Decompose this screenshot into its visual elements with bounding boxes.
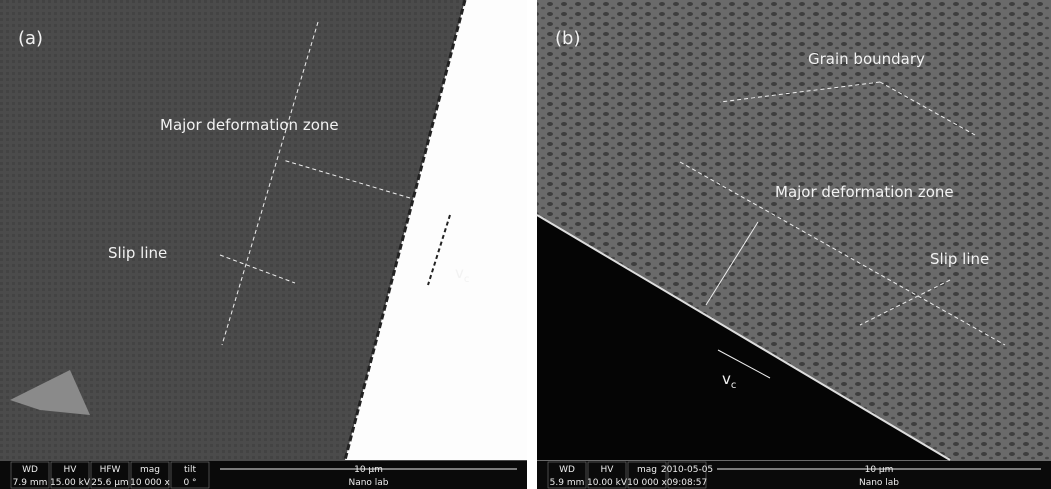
panel-label: (a) [18, 28, 43, 49]
velocity-subscript: c [464, 274, 470, 285]
panel-a [0, 0, 527, 489]
panel-label: (b) [555, 28, 580, 49]
info-value: 0 ° [183, 478, 196, 488]
scale-label: 10 µm [354, 465, 383, 475]
info-header: mag [637, 465, 657, 475]
info-header: HV [64, 465, 78, 475]
info-value: 09:08:57 [667, 478, 707, 488]
info-value: 10 000 x [130, 478, 170, 488]
velocity-subscript: c [731, 380, 737, 391]
scale-label: 10 µm [865, 465, 894, 475]
info-header: WD [22, 465, 38, 475]
velocity-symbol: v [722, 370, 731, 388]
velocity-symbol: v [455, 264, 464, 282]
info-header: WD [559, 465, 575, 475]
info-value: 10 000 x [627, 478, 667, 488]
info-header: HFW [100, 465, 121, 475]
info-value: 15.00 kV [50, 478, 91, 488]
info-value: 25.6 µm [91, 478, 128, 488]
lab-label: Nano lab [859, 478, 899, 488]
annotation: Grain boundary [808, 50, 925, 68]
info-header: 2010-05-05 [661, 465, 713, 475]
annotation: Major deformation zone [160, 116, 339, 134]
figure: (a)Major deformation zoneSlip linevcWD7.… [0, 0, 1051, 489]
info-value: 7.9 mm [13, 478, 48, 488]
annotation: Slip line [930, 250, 989, 268]
panel-b [537, 0, 1051, 489]
info-value: 10.00 kV [587, 478, 628, 488]
info-value: 5.9 mm [550, 478, 585, 488]
lab-label: Nano lab [348, 478, 388, 488]
annotation: Slip line [108, 244, 167, 262]
annotation: Major deformation zone [775, 183, 954, 201]
info-header: tilt [184, 465, 197, 475]
info-header: HV [601, 465, 615, 475]
info-header: mag [140, 465, 160, 475]
